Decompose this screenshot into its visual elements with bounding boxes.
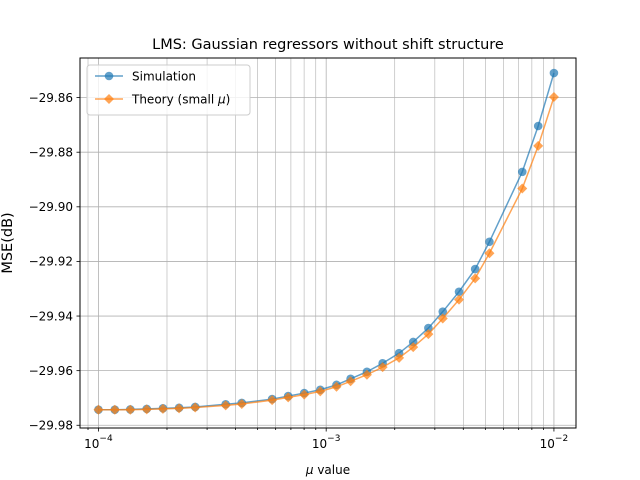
theory-data-point xyxy=(361,369,372,380)
theory-data-point xyxy=(236,398,247,409)
y-tick-label: −29.98 xyxy=(29,419,73,433)
theory-data-point xyxy=(345,376,356,387)
theory-data-point xyxy=(283,392,294,403)
theory-data-point xyxy=(267,395,278,406)
theory-data-point xyxy=(141,404,152,415)
x-tick-label-base: 10 xyxy=(540,437,555,451)
y-axis-label: MSE(dB) xyxy=(0,212,16,273)
y-tick-label: −29.92 xyxy=(29,255,73,269)
x-tick-label: 10−2 xyxy=(540,434,569,451)
simulation-data-point xyxy=(485,237,494,247)
legend-theory-label-symbol: μ xyxy=(217,93,226,107)
x-axis-label-symbol: μ xyxy=(305,463,314,477)
theory-data-point xyxy=(484,248,495,259)
simulation-data-point xyxy=(517,167,527,177)
legend-box xyxy=(86,64,251,116)
simulation-data-point xyxy=(438,307,448,316)
theory-data-point xyxy=(454,294,465,305)
theory-data-point xyxy=(190,402,201,413)
legend-simulation-marker xyxy=(104,71,114,81)
theory-data-point xyxy=(548,92,559,103)
x-tick-label: 10−4 xyxy=(84,434,113,451)
theory-data-point xyxy=(331,381,342,392)
theory-data-point xyxy=(394,352,405,363)
theory-data-point xyxy=(299,389,310,400)
x-tick-label-base: 10 xyxy=(312,437,327,451)
legend-theory-label-suffix: ) xyxy=(226,93,231,107)
theory-data-point xyxy=(315,386,326,397)
axis-ticks: −29.98 −29.96 −29.94 −29.92 −29.90 −29.88 −29.… xyxy=(29,91,569,451)
x-axis-label: μ value xyxy=(305,463,350,477)
theory-data-point xyxy=(125,404,136,415)
y-tick-label: −29.88 xyxy=(29,146,73,160)
x-tick-label-exponent: −2 xyxy=(555,434,568,444)
x-tick-label-base: 10 xyxy=(84,437,99,451)
legend: Simulation Theory (small μ) xyxy=(86,64,251,116)
y-tick-label: −29.94 xyxy=(29,309,73,323)
plot-frame xyxy=(79,57,577,429)
theory-data-point xyxy=(533,140,544,151)
legend-theory-marker xyxy=(104,94,114,104)
theory-data-point xyxy=(109,404,120,415)
theory-data-point xyxy=(470,273,481,284)
theory-data-point xyxy=(93,404,104,415)
legend-simulation-label: Simulation xyxy=(132,70,196,84)
simulation-data-point xyxy=(549,68,559,78)
theory-data-point xyxy=(408,342,419,353)
simulation-data-point xyxy=(533,121,543,131)
x-tick-label-exponent: −3 xyxy=(327,434,340,444)
simulation-data-point xyxy=(408,337,418,347)
y-tick-label: −29.86 xyxy=(29,91,73,105)
y-tick-label: −29.90 xyxy=(29,200,73,214)
theory-data-point xyxy=(174,403,185,414)
legend-theory-label: Theory (small μ) xyxy=(131,93,230,107)
theory-data-point xyxy=(157,403,168,414)
x-tick-label: 10−3 xyxy=(312,434,341,451)
simulation-data-point xyxy=(424,323,433,333)
series-layer xyxy=(93,68,559,415)
theory-data-point xyxy=(517,183,528,194)
legend-theory-label-prefix: Theory (small xyxy=(131,93,218,107)
x-axis-label-text: value xyxy=(314,463,351,477)
simulation-data-point xyxy=(470,264,480,274)
theory-data-point xyxy=(423,329,434,340)
y-tick-label: −29.96 xyxy=(29,364,73,378)
theory-data-point xyxy=(437,313,448,324)
theory-data-point xyxy=(377,362,388,373)
theory-data-point xyxy=(220,400,231,411)
simulation-data-point xyxy=(454,287,464,297)
chart-title: LMS: Gaussian regressors without shift s… xyxy=(152,37,504,53)
x-tick-label-exponent: −4 xyxy=(99,434,113,444)
